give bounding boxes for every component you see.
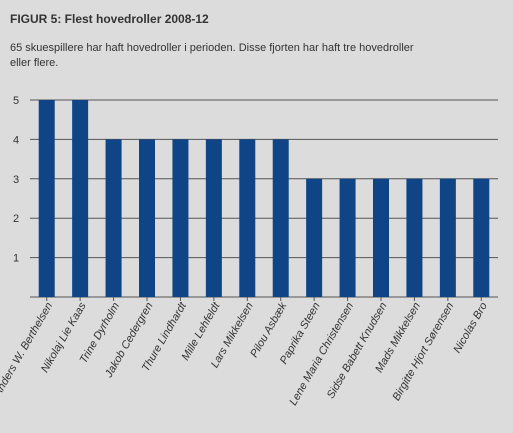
x-tick-label: Birgitte Hjort Sørensen — [390, 301, 456, 403]
y-tick-label: 3 — [13, 174, 19, 186]
bar — [139, 139, 155, 297]
bar — [473, 178, 490, 297]
y-tick-label: 1 — [13, 253, 19, 265]
bar — [306, 178, 323, 297]
bar — [38, 100, 55, 297]
y-tick-label: 4 — [13, 134, 19, 146]
x-tick-label: Nicolas Bro — [451, 301, 490, 356]
bars-layer — [38, 100, 490, 297]
bar — [72, 100, 89, 297]
x-tick-label: Sidse Babett Knudsen — [325, 301, 390, 401]
y-tick-label: 2 — [13, 213, 19, 225]
bar — [406, 178, 423, 297]
grid-layer — [30, 99, 498, 301]
y-tick-labels: 1 2 3 4 5 — [13, 95, 19, 265]
bar — [172, 139, 189, 297]
chart-subtitle: 65 skuespillere har haft hovedroller i p… — [10, 42, 414, 69]
bar — [272, 139, 289, 297]
bar — [105, 139, 122, 297]
bar — [373, 178, 389, 297]
x-tick-label: Anders W. Berthelsen — [0, 301, 55, 400]
bar — [339, 178, 356, 297]
bar — [205, 139, 222, 297]
bar — [239, 139, 256, 297]
bar — [439, 178, 456, 297]
y-tick-label: 5 — [13, 95, 19, 107]
x-tick-label: Lene Maria Christensen — [287, 301, 356, 408]
chart-title: FIGUR 5: Flest hovedroller 2008-12 — [10, 12, 209, 26]
